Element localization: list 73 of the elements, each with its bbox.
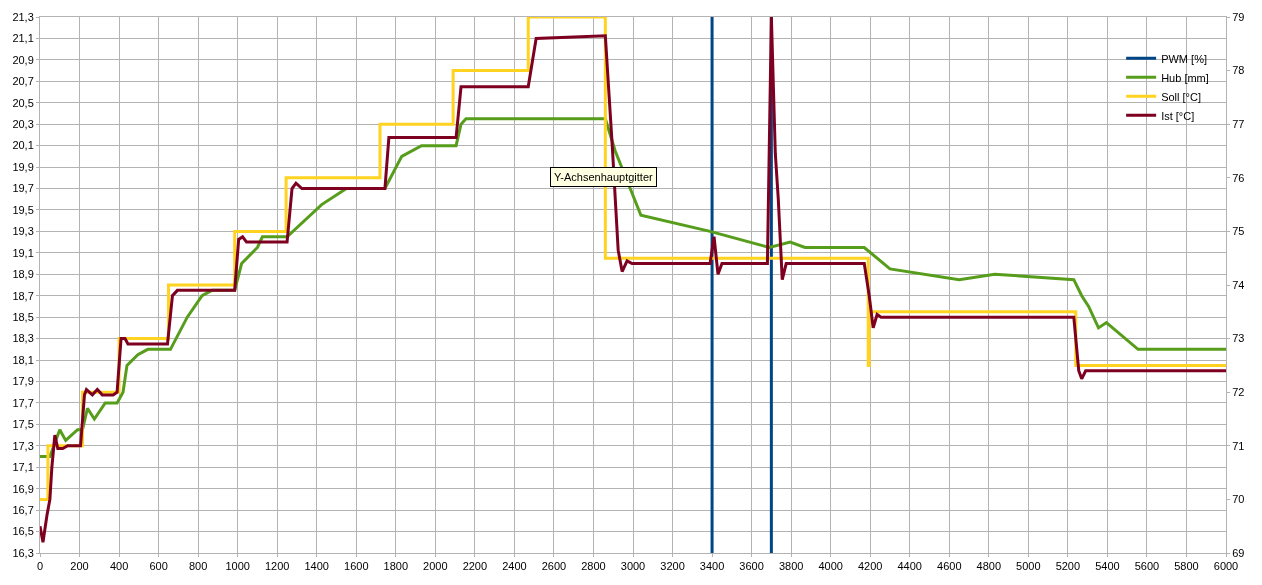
x-tick-label: 1800	[383, 560, 409, 573]
legend-label: Hub [mm]	[1161, 71, 1209, 84]
x-tick-label: 3400	[699, 560, 725, 573]
y-tick-label: 19,9	[12, 160, 34, 173]
y-tick-label: 18,9	[12, 268, 34, 281]
y2-tick-label: 69	[1232, 546, 1245, 559]
x-tick-label: 2400	[502, 560, 527, 573]
x-tick-label: 5400	[1095, 560, 1120, 573]
y2-tick-label: 70	[1232, 493, 1245, 506]
x-tick-label: 2200	[462, 560, 488, 573]
y-tick-label: 18,3	[12, 332, 34, 345]
y-tick-label: 19,7	[12, 182, 34, 195]
annotation: Y-Achsenhauptgitter	[554, 171, 653, 183]
y2-tick-label: 76	[1232, 171, 1245, 184]
y-tick-label: 20,7	[12, 75, 34, 88]
y-tick-label: 18,7	[12, 289, 34, 302]
legend-label: Ist [°C]	[1161, 109, 1195, 122]
y-tick-label: 18,5	[12, 311, 34, 324]
x-tick-label: 3800	[778, 560, 804, 573]
y-tick-label: 20,3	[12, 118, 34, 131]
x-tick-label: 3600	[739, 560, 764, 573]
x-tick-label: 1000	[225, 560, 250, 573]
x-tick-label: 200	[70, 560, 89, 573]
x-tick-label: 3000	[620, 560, 646, 573]
y-tick-label: 19,5	[12, 203, 34, 216]
y-tick-label: 20,1	[12, 139, 34, 152]
y-tick-label: 19,1	[12, 246, 34, 259]
y-tick-label: 19,3	[12, 225, 34, 238]
x-tick-label: 3200	[660, 560, 685, 573]
y2-tick-label: 72	[1232, 386, 1245, 399]
y-tick-label: 18,1	[12, 353, 34, 366]
x-tick-label: 2800	[581, 560, 606, 573]
y-tick-label: 16,9	[12, 482, 34, 495]
y-tick-label: 16,7	[12, 503, 34, 516]
y-tick-label: 16,5	[12, 525, 34, 538]
y-tick-label: 17,9	[12, 375, 34, 388]
y2-tick-label: 71	[1232, 439, 1245, 452]
y2-tick-label: 77	[1232, 118, 1245, 131]
y2-tick-label: 79	[1232, 10, 1245, 23]
legend-label: PWM [%]	[1161, 52, 1207, 65]
x-tick-label: 4800	[976, 560, 1002, 573]
x-tick-label: 1200	[264, 560, 290, 573]
x-tick-label: 5200	[1055, 560, 1081, 573]
y-tick-label: 20,9	[12, 53, 34, 66]
x-tick-label: 6000	[1213, 560, 1239, 573]
x-tick-label: 1400	[304, 560, 329, 573]
x-tick-label: 0	[36, 560, 44, 573]
x-tick-label: 5000	[1016, 560, 1041, 573]
x-tick-label: 4200	[857, 560, 883, 573]
x-tick-label: 2600	[541, 560, 567, 573]
x-tick-label: 2000	[423, 560, 448, 573]
y-tick-label: 17,5	[12, 418, 34, 431]
y2-tick-label: 73	[1232, 332, 1245, 345]
x-tick-label: 5800	[1174, 560, 1199, 573]
y-tick-label: 21,1	[12, 32, 34, 45]
legend-label: Soll [°C]	[1161, 90, 1201, 103]
x-tick-label: 400	[109, 560, 129, 573]
x-tick-label: 5600	[1134, 560, 1160, 573]
x-tick-label: 600	[149, 560, 168, 573]
x-tick-label: 1600	[344, 560, 369, 573]
x-tick-label: 4600	[937, 560, 962, 573]
y-tick-label: 17,7	[12, 396, 34, 409]
y-tick-label: 16,3	[12, 546, 34, 559]
y2-tick-label: 74	[1232, 278, 1245, 291]
y2-tick-label: 78	[1232, 64, 1245, 77]
x-tick-label: 4000	[818, 560, 843, 573]
y-tick-label: 20,5	[12, 96, 34, 109]
y-tick-label: 17,3	[12, 439, 34, 452]
y-tick-label: 21,3	[12, 10, 34, 23]
y-tick-label: 17,1	[12, 461, 34, 474]
x-tick-label: 4400	[897, 560, 922, 573]
x-tick-label: 800	[188, 560, 208, 573]
y2-tick-label: 75	[1232, 225, 1245, 238]
